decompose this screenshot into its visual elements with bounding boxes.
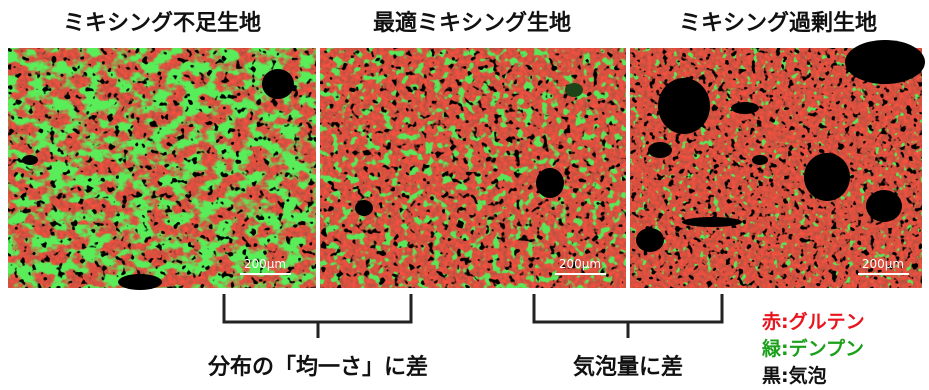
micrograph [630,40,925,288]
bracket [534,294,722,338]
legend-entry: 赤:グルテン [761,310,865,333]
comparison-label: 分布の「均一さ」に差 [207,354,428,380]
bracket [224,294,411,338]
figure: ミキシング不足生地 最適ミキシング生地 ミキシング過剰生地 200µm [0,0,929,390]
scale-bar-label: 200µm [244,257,286,271]
panel-title: 最適ミキシング生地 [373,10,571,36]
comparison-label: 気泡量に差 [573,354,683,380]
legend-entry: 緑:デンプン [762,337,864,360]
micrograph [320,48,626,288]
legend-entry: 黒:気泡 [762,364,827,387]
micrograph [8,48,316,290]
scale-bar-label: 200µm [559,257,601,271]
scale-bar-label: 200µm [862,257,904,271]
page: ミキシング不足生地 最適ミキシング生地 ミキシング過剰生地 200µm [0,0,929,390]
panel-title: ミキシング不足生地 [63,10,261,36]
panel-title: ミキシング過剰生地 [679,10,877,36]
